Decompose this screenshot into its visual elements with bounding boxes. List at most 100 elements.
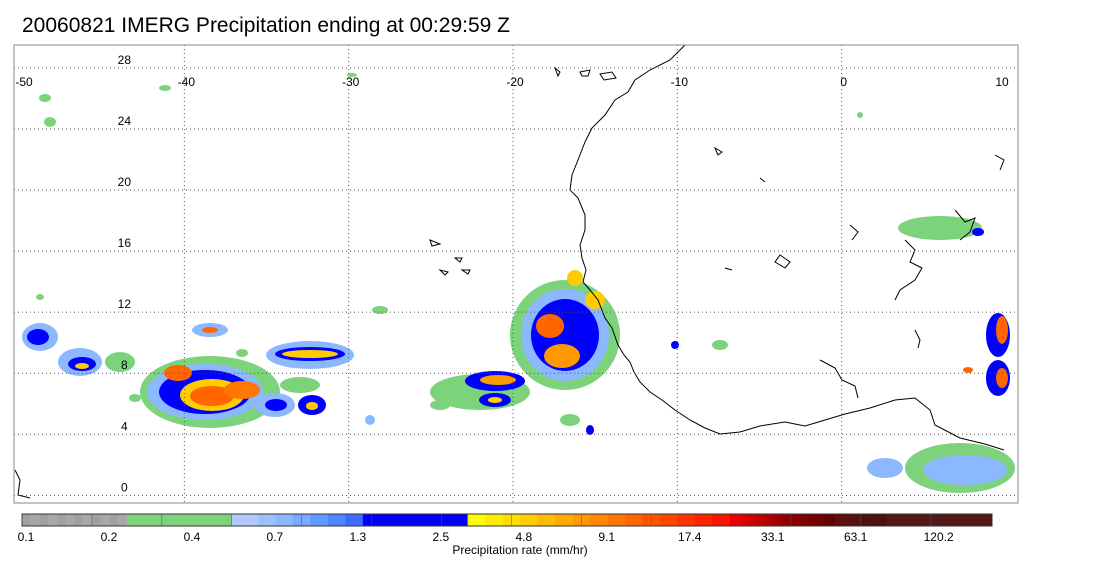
colorbar-swatch <box>476 514 486 526</box>
colorbar-tick-label: 2.5 <box>432 530 449 544</box>
lat-tick-label: 20 <box>118 175 132 189</box>
colorbar-swatch <box>860 514 870 526</box>
colorbar-swatch <box>240 514 250 526</box>
colorbar-swatch <box>188 514 198 526</box>
precip-scattered <box>36 73 863 426</box>
colorbar-swatch <box>948 514 958 526</box>
colorbar-tick-label: 1.3 <box>350 530 367 544</box>
island-4 <box>429 239 442 247</box>
colorbar-swatch <box>974 514 984 526</box>
colorbar-tick-labels: 0.1 0.2 0.4 0.7 1.3 2.5 4.8 9.1 17.4 33.1 63.1 120.… <box>18 530 954 544</box>
lake-5 <box>914 329 921 349</box>
colorbar-swatch <box>109 514 119 526</box>
colorbar-swatch <box>834 514 844 526</box>
colorbar-swatch <box>799 514 809 526</box>
colorbar-swatch <box>257 514 267 526</box>
colorbar-swatch <box>817 514 827 526</box>
colorbar-swatch <box>362 514 372 526</box>
colorbar-swatch <box>616 514 626 526</box>
colorbar-swatch <box>747 514 757 526</box>
colorbar-tick-label: 120.2 <box>924 530 954 544</box>
colorbar-swatch <box>266 514 276 526</box>
colorbar-swatch <box>520 514 530 526</box>
map-background <box>14 45 1018 503</box>
colorbar-title: Precipitation rate (mm/hr) <box>452 543 587 557</box>
colorbar-tick-label: 63.1 <box>844 530 868 544</box>
colorbar-swatch <box>30 514 40 526</box>
colorbar-swatch <box>546 514 556 526</box>
colorbar-swatch <box>878 514 888 526</box>
lon-tick-label: -20 <box>506 75 524 89</box>
colorbar-swatch <box>895 514 905 526</box>
colorbar-swatch <box>179 514 189 526</box>
colorbar-swatch <box>205 514 215 526</box>
lake-2 <box>759 177 766 183</box>
colorbar-swatch <box>214 514 224 526</box>
colorbar-swatch <box>686 514 696 526</box>
gridlines <box>14 45 1018 503</box>
precip-cluster-east <box>867 216 1015 493</box>
island-3 <box>599 71 617 81</box>
colorbar-swatch <box>703 514 713 526</box>
lon-tick-label: 0 <box>840 75 847 89</box>
colorbar-swatch <box>983 514 993 526</box>
colorbar-swatch <box>74 514 84 526</box>
colorbar-swatch <box>39 514 49 526</box>
colorbar-swatch <box>406 514 416 526</box>
colorbar-swatch <box>729 514 739 526</box>
precip-cluster-west <box>22 323 354 428</box>
colorbar-swatch <box>930 514 940 526</box>
colorbar-swatch <box>91 514 101 526</box>
lat-tick-label: 12 <box>118 297 132 311</box>
colorbar-swatch <box>310 514 320 526</box>
colorbar-swatch <box>144 514 154 526</box>
colorbar-swatch <box>677 514 687 526</box>
lat-tick-label: 16 <box>118 236 132 250</box>
colorbar-swatch <box>56 514 66 526</box>
island-1 <box>553 66 561 78</box>
colorbar-swatch <box>756 514 766 526</box>
coast-detail-3 <box>954 209 976 241</box>
colorbar-swatch <box>65 514 75 526</box>
colorbar-swatch <box>485 514 495 526</box>
colorbar-swatch <box>913 514 923 526</box>
colorbar-swatch <box>808 514 818 526</box>
colorbar-swatch <box>511 514 521 526</box>
colorbar-swatch <box>231 514 241 526</box>
colorbar-swatch <box>319 514 329 526</box>
colorbar-swatch <box>196 514 206 526</box>
coast-detail-2 <box>894 239 923 301</box>
colorbar-swatch <box>659 514 669 526</box>
colorbar-swatch <box>852 514 862 526</box>
colorbar-swatch <box>292 514 302 526</box>
lat-tick-label: 8 <box>121 358 128 372</box>
lake-3 <box>774 254 791 269</box>
colorbar-swatch <box>502 514 512 526</box>
colorbar-swatch <box>869 514 879 526</box>
island-6 <box>460 269 471 275</box>
colorbar-swatch <box>327 514 337 526</box>
lake-6 <box>994 154 1005 171</box>
colorbar-tick-label: 17.4 <box>678 530 702 544</box>
colorbar-swatch <box>345 514 355 526</box>
colorbar-swatch <box>528 514 538 526</box>
colorbar-tick-label: 33.1 <box>761 530 785 544</box>
coast-detail-1 <box>819 359 859 399</box>
colorbar-tick-label: 0.7 <box>267 530 284 544</box>
lon-tick-label: 10 <box>995 75 1009 89</box>
colorbar-swatch <box>441 514 451 526</box>
colorbar-swatch <box>904 514 914 526</box>
lake-7 <box>849 224 859 241</box>
colorbar-swatch <box>642 514 652 526</box>
colorbar-tick-label: 0.1 <box>18 530 35 544</box>
colorbar-tick-label: 9.1 <box>598 530 615 544</box>
colorbar-swatch <box>537 514 547 526</box>
colorbar-swatch <box>249 514 259 526</box>
colorbar-swatch <box>493 514 503 526</box>
map-frame <box>13 44 1019 504</box>
colorbar-swatch <box>843 514 853 526</box>
colorbar-swatch <box>764 514 774 526</box>
colorbar-swatch <box>590 514 600 526</box>
colorbar-swatch <box>738 514 748 526</box>
colorbar-swatch <box>170 514 180 526</box>
